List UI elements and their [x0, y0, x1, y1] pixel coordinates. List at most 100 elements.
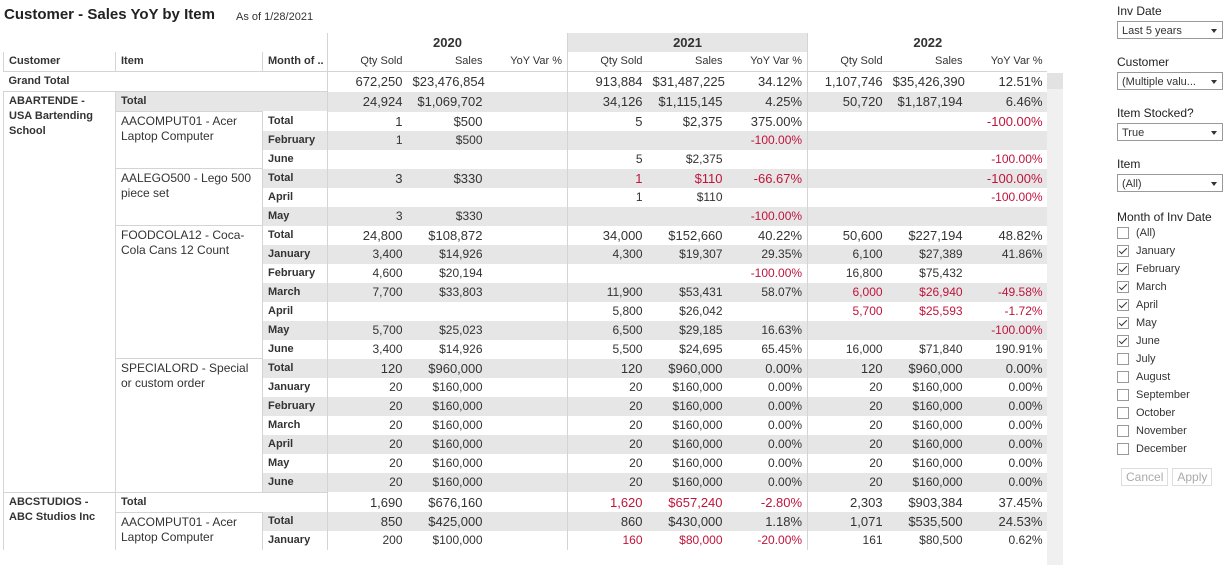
table-row: June 20 $160,000 20 $160,000 0.00% 20 $160,000 0…	[4, 472, 1047, 492]
value-cell	[488, 112, 568, 131]
value-cell: 1	[327, 111, 408, 131]
checkbox[interactable]	[1117, 443, 1129, 455]
month-option[interactable]: November	[1117, 422, 1227, 440]
month-option[interactable]: June	[1117, 332, 1227, 350]
value-cell: 0.00%	[1008, 379, 1043, 394]
month-label: May	[262, 320, 328, 340]
value-cell: $160,000	[672, 455, 723, 470]
value-cell: 5	[567, 111, 648, 131]
value-cell: 0.00%	[1008, 417, 1043, 432]
month-option[interactable]: August	[1117, 368, 1227, 386]
value-cell	[807, 206, 888, 226]
value-cell: $152,660	[668, 227, 723, 243]
option-label: April	[1136, 299, 1159, 311]
value-cell: 24.53%	[967, 512, 1047, 531]
value-cell: $19,307	[647, 244, 728, 264]
checkbox[interactable]	[1117, 281, 1129, 293]
filter-dropdown[interactable]: True	[1117, 123, 1223, 141]
checkbox[interactable]	[1117, 353, 1129, 365]
option-label: January	[1136, 245, 1176, 257]
checkbox[interactable]	[1117, 263, 1129, 275]
value-cell: $80,500	[919, 533, 963, 547]
value-cell: -100.00%	[991, 151, 1043, 166]
value-cell: 34.12%	[757, 74, 803, 90]
value-cell	[807, 320, 888, 340]
value-cell: 160	[567, 531, 648, 550]
value-cell: -100.00%	[727, 206, 808, 226]
value-cell: $53,431	[647, 282, 728, 302]
value-cell	[728, 150, 808, 169]
table-row: AACOMPUT01 - Acer Laptop Computer Total 1 $…	[4, 111, 1048, 169]
month-label: January	[262, 244, 328, 264]
table-row: May 20 $160,000 20 $160,000 0.00% 20 $160,000 0.…	[4, 453, 1048, 473]
item-name: AACOMPUT01 - Acer Laptop Computer	[115, 511, 263, 550]
value-cell	[567, 206, 648, 226]
year-header: 2021	[567, 33, 808, 52]
checkbox[interactable]	[1117, 245, 1129, 257]
table-row: March 7,700 $33,803 11,900 $53,431 58.07% 6,00…	[4, 282, 1047, 302]
item-name: AALEGO500 - Lego 500 piece set	[115, 168, 263, 226]
month-option[interactable]: (All)	[1117, 224, 1227, 242]
month-option[interactable]: May	[1117, 314, 1227, 332]
checkbox[interactable]	[1117, 371, 1129, 383]
month-label: March	[262, 282, 328, 302]
value-cell: $903,384	[908, 494, 963, 510]
value-cell: 20	[327, 472, 408, 492]
value-cell	[488, 302, 568, 321]
value-cell: 850	[327, 512, 408, 531]
value-cell: $160,000	[912, 379, 963, 394]
month-option[interactable]: April	[1117, 296, 1227, 314]
table-row: May 3 $330 -100.00%	[4, 206, 1047, 226]
option-label: (All)	[1136, 227, 1156, 239]
value-cell: $160,000	[887, 396, 968, 416]
value-cell: 29.35%	[727, 244, 808, 264]
scroll-thumb[interactable]	[1047, 73, 1063, 89]
month-option[interactable]: January	[1117, 242, 1227, 260]
value-cell: $1,069,702	[407, 91, 488, 112]
value-cell: $23,476,854	[412, 74, 485, 90]
checkbox[interactable]	[1117, 299, 1129, 311]
month-option[interactable]: October	[1117, 404, 1227, 422]
apply-button[interactable]: Apply	[1172, 468, 1213, 486]
as-of-date: As of 1/28/2021	[236, 11, 314, 23]
dimension-header: Item	[115, 52, 263, 72]
value-cell: $31,487,225	[652, 74, 725, 90]
checkbox[interactable]	[1117, 317, 1129, 329]
value-cell: 0.00%	[727, 358, 808, 378]
year-header: 2020	[326, 33, 568, 52]
month-option[interactable]: February	[1117, 260, 1227, 278]
value-cell	[488, 531, 568, 550]
month-label: March	[262, 415, 328, 435]
value-cell: -49.58%	[967, 282, 1047, 302]
filter-dropdown[interactable]: Last 5 years	[1117, 21, 1223, 39]
value-cell	[968, 264, 1047, 283]
option-label: December	[1136, 443, 1187, 455]
scrollbar[interactable]	[1047, 73, 1063, 565]
value-cell: 0.00%	[768, 379, 803, 394]
month-option[interactable]: September	[1117, 386, 1227, 404]
cancel-button[interactable]: Cancel	[1121, 468, 1169, 486]
value-cell: $160,000	[432, 417, 483, 432]
filter-dropdown[interactable]: (Multiple valu...	[1117, 72, 1223, 90]
table-row: January 200 $100,000 160 $80,000 -20.00% 161 $8…	[4, 531, 1048, 550]
checkbox[interactable]	[1117, 407, 1129, 419]
table-row: April 20 $160,000 20 $160,000 0.00% 20 $160,000…	[4, 434, 1047, 454]
value-cell: 4.25%	[727, 91, 808, 112]
table-row: April 1 $110 -100.00%	[4, 187, 1048, 207]
checkbox[interactable]	[1117, 389, 1129, 401]
month-option[interactable]: July	[1117, 350, 1227, 368]
value-cell: $26,042	[679, 303, 723, 318]
value-cell	[487, 396, 568, 416]
checkbox[interactable]	[1117, 335, 1129, 347]
checkbox[interactable]	[1117, 227, 1129, 239]
value-cell: 4,300	[567, 244, 648, 264]
value-cell: 20	[807, 434, 888, 454]
month-option[interactable]: March	[1117, 278, 1227, 296]
month-option[interactable]: December	[1117, 440, 1227, 458]
filter-dropdown[interactable]: (All)	[1117, 174, 1223, 192]
value-cell: 0.00%	[967, 434, 1047, 454]
checkbox[interactable]	[1117, 425, 1129, 437]
value-cell	[567, 130, 648, 150]
value-cell: $160,000	[407, 396, 488, 416]
value-cell: 20	[567, 434, 648, 454]
